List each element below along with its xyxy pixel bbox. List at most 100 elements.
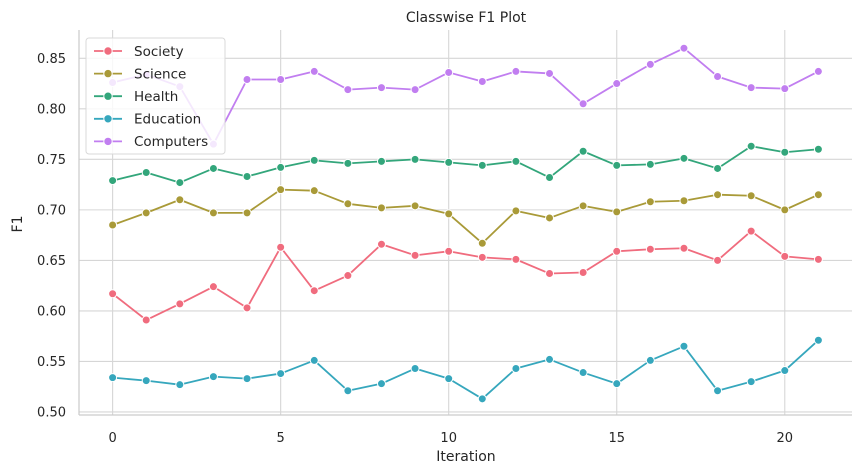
data-point-society	[410, 250, 420, 260]
series-line-health	[112, 145, 819, 184]
data-point-science	[175, 195, 185, 205]
data-point-health	[410, 154, 420, 164]
data-point-education	[376, 379, 386, 389]
data-point-computers	[410, 85, 420, 95]
data-point-health	[477, 160, 487, 170]
data-point-society	[612, 246, 622, 256]
data-point-health	[242, 172, 252, 182]
legend-label: Education	[134, 112, 201, 128]
data-point-health	[713, 163, 723, 173]
x-axis-label: Iteration	[436, 449, 495, 465]
data-point-computers	[242, 75, 252, 85]
legend-box	[85, 37, 226, 155]
data-point-computers	[309, 66, 319, 76]
y-tick-label: 0.65	[37, 254, 66, 269]
data-point-education	[612, 379, 622, 389]
data-point-society	[679, 243, 689, 253]
series-group	[108, 43, 823, 404]
data-point-science	[545, 213, 555, 223]
data-point-society	[141, 315, 151, 325]
data-point-computers	[780, 84, 790, 94]
data-point-society	[108, 289, 118, 299]
data-point-health	[444, 157, 454, 167]
legend-item-education: Education	[94, 112, 201, 128]
data-point-health	[612, 160, 622, 170]
data-point-society	[645, 244, 655, 254]
data-point-society	[713, 255, 723, 265]
data-point-science	[309, 186, 319, 196]
data-point-education	[309, 355, 319, 365]
y-tick-label: 0.80	[37, 102, 66, 117]
data-point-health	[511, 156, 521, 166]
y-tick-label: 0.55	[37, 355, 66, 370]
data-point-computers	[578, 99, 588, 109]
data-point-science	[511, 206, 521, 216]
data-point-education	[242, 374, 252, 384]
series-line-science	[112, 188, 819, 245]
data-point-health	[578, 146, 588, 156]
data-point-science	[645, 197, 655, 207]
data-point-society	[343, 271, 353, 281]
series-line-computers	[112, 47, 819, 146]
data-point-education	[141, 376, 151, 386]
data-point-society	[746, 226, 756, 236]
legend-label: Health	[134, 89, 178, 105]
legend-swatch-marker	[103, 114, 113, 124]
data-point-society	[477, 252, 487, 262]
legend-swatch-marker	[103, 68, 113, 79]
series-line-society	[112, 230, 819, 321]
series-health	[108, 141, 823, 188]
data-point-education	[511, 364, 521, 374]
series-line-education	[112, 339, 819, 400]
data-point-computers	[376, 83, 386, 93]
data-point-science	[376, 203, 386, 213]
data-point-science	[679, 196, 689, 206]
data-point-health	[746, 141, 756, 151]
y-axis-label: F1	[10, 216, 26, 233]
data-point-computers	[679, 43, 689, 53]
legend-item-computers: Computers	[94, 134, 208, 150]
data-point-science	[746, 191, 756, 201]
x-ticks: 0 5 10 15 20	[108, 431, 793, 446]
x-tick-label: 5	[277, 431, 285, 446]
series-science	[108, 185, 823, 248]
data-point-education	[410, 364, 420, 374]
data-point-health	[780, 147, 790, 157]
data-point-health	[108, 176, 118, 186]
data-point-education	[780, 366, 790, 376]
data-point-science	[713, 190, 723, 200]
data-point-science	[780, 205, 790, 215]
data-point-health	[813, 144, 823, 154]
data-point-society	[780, 251, 790, 261]
data-point-science	[242, 208, 252, 218]
data-point-health	[376, 156, 386, 166]
series-education	[108, 335, 823, 404]
data-point-health	[545, 173, 555, 183]
data-point-society	[376, 239, 386, 249]
data-point-science	[578, 201, 588, 211]
data-point-education	[477, 394, 487, 404]
data-point-education	[444, 374, 454, 384]
axes	[78, 30, 852, 416]
data-point-science	[343, 199, 353, 209]
data-point-education	[108, 373, 118, 383]
data-point-society	[813, 254, 823, 264]
data-point-education	[746, 377, 756, 387]
data-point-society	[208, 282, 218, 292]
legend-item-health: Health	[94, 89, 178, 105]
data-point-society	[545, 269, 555, 279]
legend-label: Science	[134, 66, 186, 82]
data-point-education	[679, 341, 689, 351]
data-point-education	[813, 335, 823, 345]
legend-item-science: Science	[94, 66, 186, 82]
data-point-education	[713, 386, 723, 396]
data-point-education	[343, 386, 353, 396]
data-point-science	[208, 208, 218, 218]
data-point-computers	[612, 79, 622, 89]
data-point-society	[242, 303, 252, 313]
data-point-computers	[813, 66, 823, 76]
data-point-society	[276, 242, 286, 252]
data-point-health	[645, 159, 655, 169]
x-tick-label: 10	[440, 431, 457, 446]
